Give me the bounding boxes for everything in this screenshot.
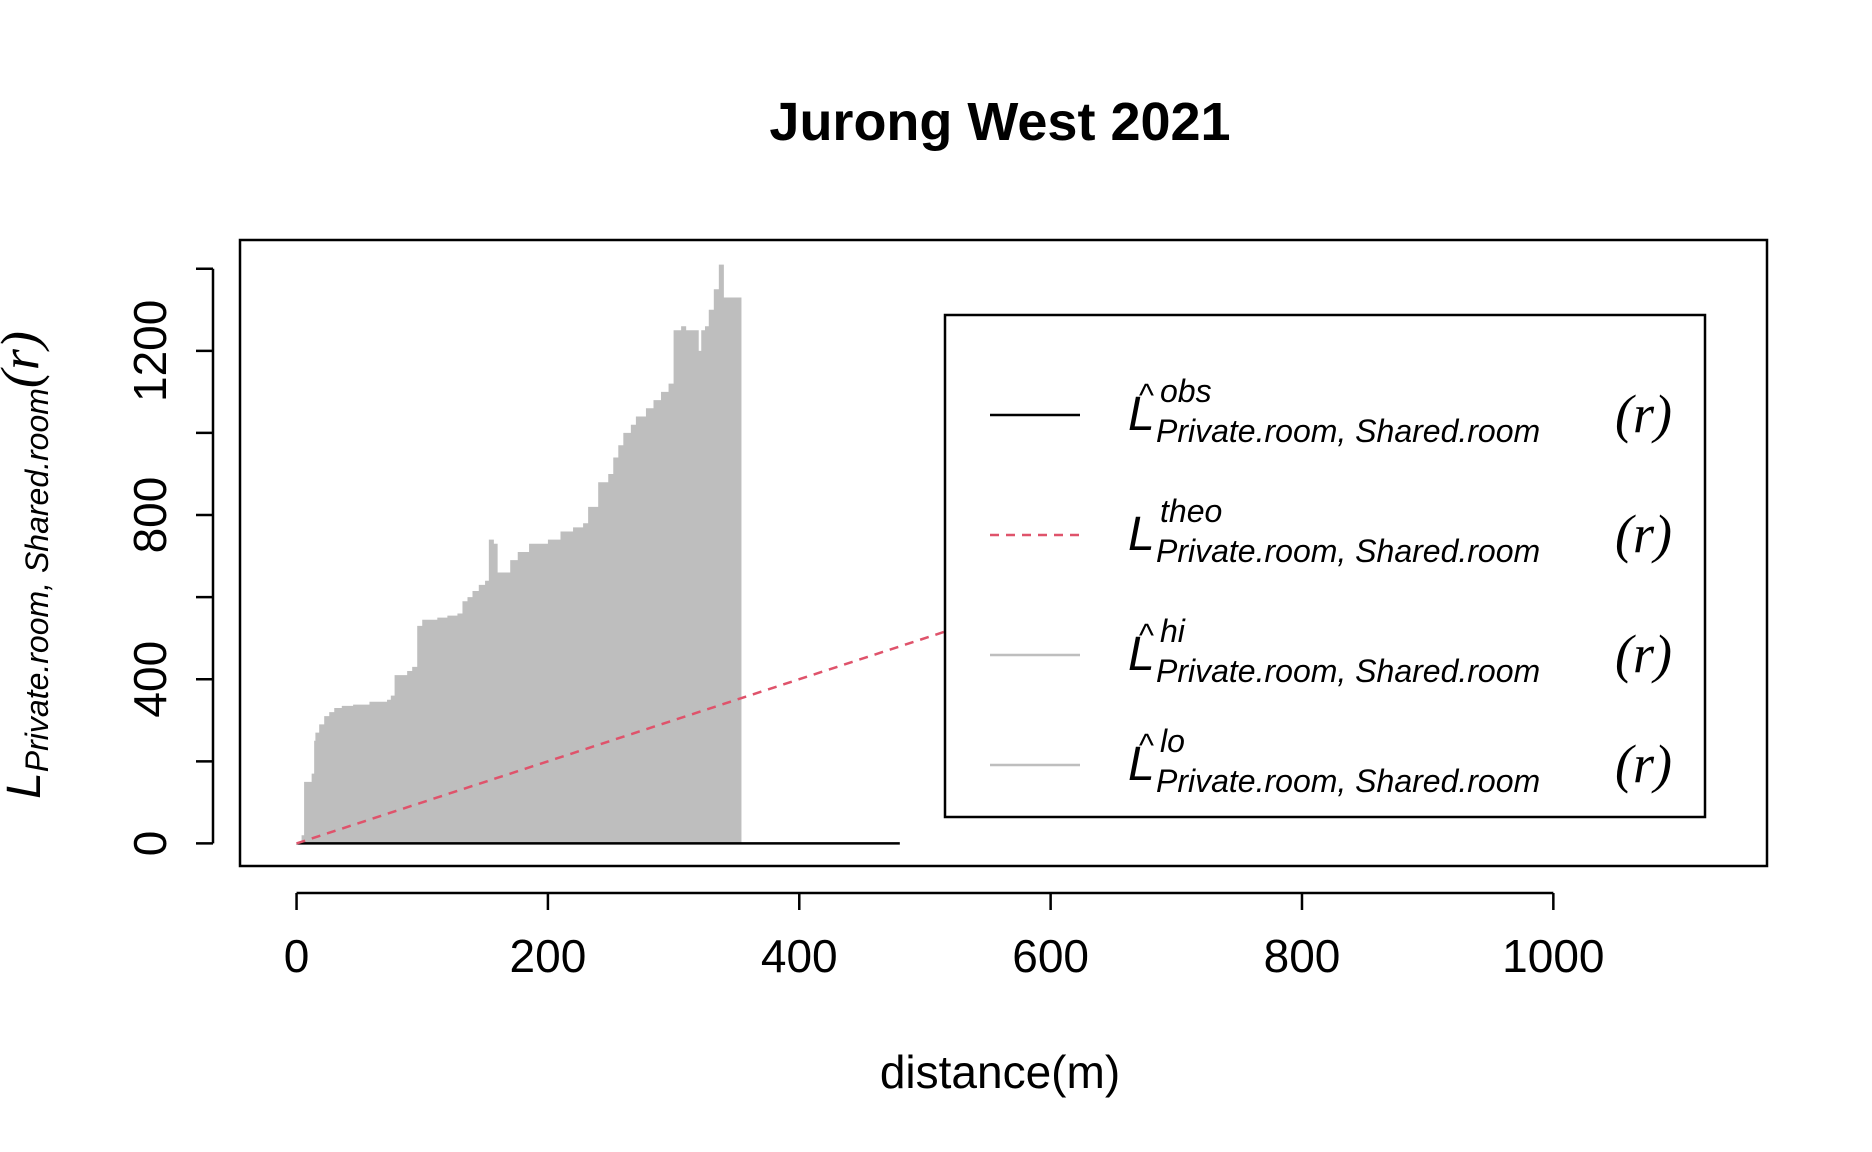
legend-main-symbol: L (1128, 738, 1155, 791)
legend-superscript: theo (1160, 493, 1222, 529)
y-tick-label: 1200 (124, 300, 176, 402)
legend-superscript: lo (1160, 723, 1185, 759)
legend-entry-obs: L^ obs Private.room, Shared.room (r) (990, 373, 1672, 449)
y-tick-label-group: 400 (124, 641, 176, 718)
x-tick-label: 0 (284, 930, 310, 982)
y-axis-label: LPrivate.room, Shared.room(r) (0, 331, 55, 799)
legend-subscript: Private.room, Shared.room (1156, 413, 1540, 449)
legend-subscript: Private.room, Shared.room (1156, 653, 1540, 689)
legend-superscript: obs (1160, 373, 1212, 409)
legend-entry-hi: L^ hi Private.room, Shared.room (r) (990, 613, 1672, 689)
y-axis-label-arg: (r) (0, 331, 50, 388)
y-axis: 0 400 800 1200 (124, 267, 215, 857)
legend-arg: (r) (1615, 504, 1672, 564)
legend-subscript: Private.room, Shared.room (1156, 533, 1540, 569)
legend-arg: (r) (1615, 624, 1672, 684)
legend-hat-symbol: ^ (1138, 617, 1154, 653)
legend-main-symbol: L (1128, 508, 1155, 561)
legend-entry-lo: L^ lo Private.room, Shared.room (r) (990, 723, 1672, 799)
legend-arg: (r) (1615, 384, 1672, 444)
x-tick-label: 1000 (1502, 930, 1604, 982)
y-axis-label-subscript: Private.room, Shared.room (19, 388, 55, 772)
y-tick-label-group: 0 (124, 831, 176, 857)
y-axis-label-main: L (0, 772, 51, 799)
legend-subscript: Private.room, Shared.room (1156, 763, 1540, 799)
x-tick-label: 200 (510, 930, 587, 982)
y-tick-label: 800 (124, 477, 176, 554)
x-axis: 0 200 400 600 800 1000 (284, 891, 1605, 982)
legend-main-symbol: L (1128, 628, 1155, 681)
legend-superscript: hi (1160, 613, 1186, 649)
chart-title: Jurong West 2021 (769, 92, 1230, 152)
svg-text:LPrivate.room, Shared.room(r): LPrivate.room, Shared.room(r) (0, 331, 55, 799)
x-tick-label: 400 (761, 930, 838, 982)
y-tick-label-group: 800 (124, 477, 176, 554)
plot-border (238, 238, 1769, 868)
legend-hat-symbol: ^ (1138, 727, 1154, 763)
y-tick-label-group: 1200 (124, 300, 176, 402)
legend-hat-symbol: ^ (1138, 377, 1154, 413)
x-axis-label: distance(m) (880, 1046, 1120, 1098)
legend-arg: (r) (1615, 734, 1672, 794)
y-tick-label: 400 (124, 641, 176, 718)
x-tick-label: 600 (1012, 930, 1089, 982)
x-tick-label: 800 (1264, 930, 1341, 982)
legend-main-symbol: L (1128, 388, 1155, 441)
y-tick-label: 0 (124, 831, 176, 857)
envelope-band (296, 264, 742, 844)
legend-box (943, 313, 1707, 819)
